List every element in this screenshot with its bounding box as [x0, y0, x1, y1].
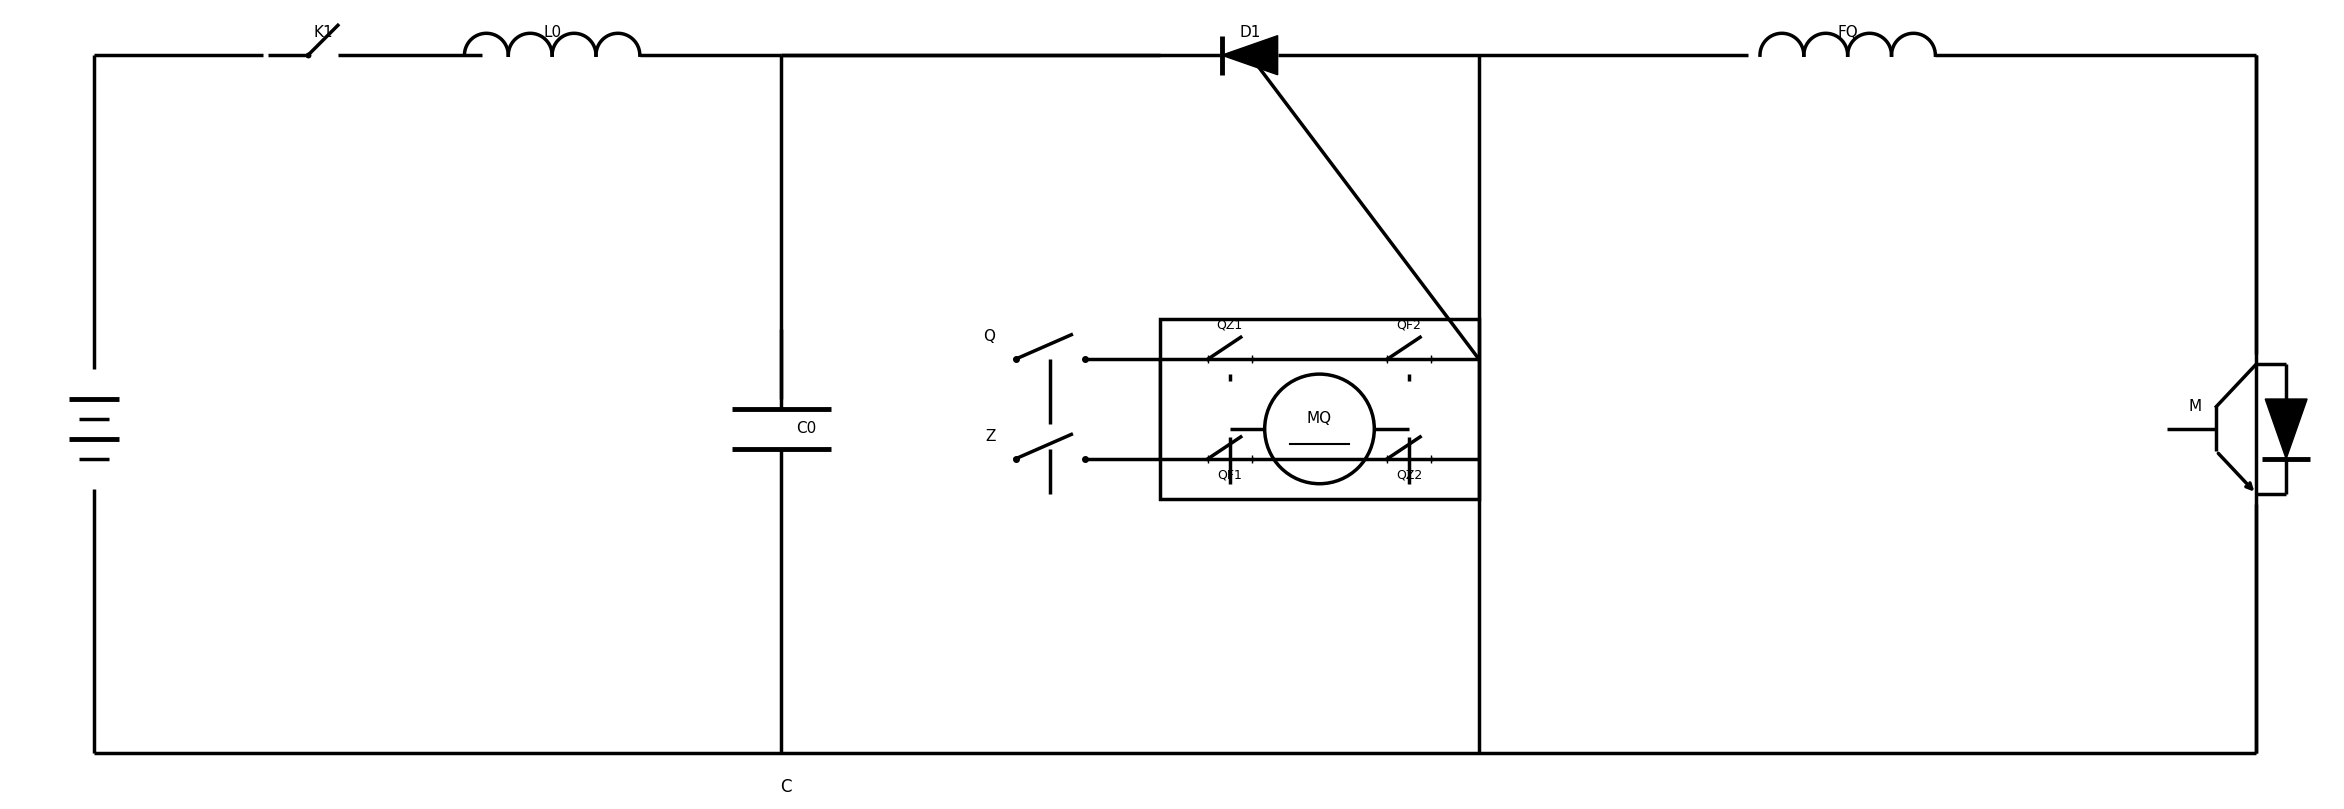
Text: MQ: MQ [1308, 412, 1331, 426]
Text: FQ: FQ [1838, 25, 1859, 40]
Text: QZ2: QZ2 [1397, 468, 1423, 482]
Text: C: C [781, 777, 792, 796]
Text: M: M [2189, 399, 2201, 414]
Text: QF1: QF1 [1217, 468, 1242, 482]
Polygon shape [1221, 36, 1277, 74]
Text: K1: K1 [314, 25, 333, 40]
Text: C0: C0 [797, 421, 816, 436]
Polygon shape [2264, 399, 2306, 459]
Bar [1160, 320, 1479, 498]
Text: QZ1: QZ1 [1217, 318, 1242, 331]
Text: QF2: QF2 [1397, 318, 1420, 331]
Text: Q: Q [984, 329, 996, 344]
Text: D1: D1 [1240, 25, 1261, 40]
Text: Z: Z [984, 429, 996, 444]
Text: L0: L0 [544, 25, 560, 40]
